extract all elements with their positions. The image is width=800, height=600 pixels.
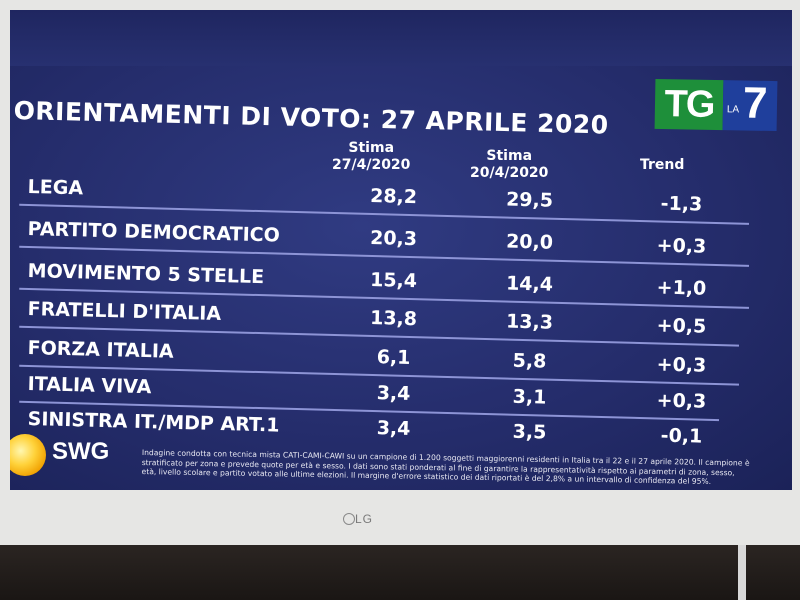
tv-screen: ORIENTAMENTI DI VOTO: 27 APRILE 2020 TG … <box>10 10 792 490</box>
tv-brand-label: LG <box>355 512 374 526</box>
column-header-stima-label: Stima <box>348 140 395 156</box>
trend-value: +0,3 <box>656 234 707 258</box>
party-name: FORZA ITALIA <box>27 337 174 363</box>
estimate-27-4: 6,1 <box>376 346 411 370</box>
swg-logo: SWG <box>10 430 130 480</box>
logo-tg: TG <box>654 78 724 131</box>
column-header-stima-date: 27/4/2020 <box>332 157 411 173</box>
poll-title: ORIENTAMENTI DI VOTO: 27 APRILE 2020 <box>13 96 609 140</box>
trend-value: +0,3 <box>656 389 707 413</box>
estimate-20-4: 29,5 <box>505 188 554 212</box>
party-name: MOVIMENTO 5 STELLE <box>27 260 265 289</box>
column-header-trend: Trend <box>640 157 685 173</box>
estimate-27-4: 13,8 <box>369 306 418 331</box>
swg-logo-text: SWG <box>52 438 110 465</box>
estimate-20-4: 5,8 <box>512 349 547 373</box>
tv-stand-leg <box>738 545 746 600</box>
party-name: LEGA <box>27 176 84 200</box>
methodology-note: Indagine condotta con tecnica mista CATI… <box>141 448 750 486</box>
table-row: FORZA ITALIA 6,1 5,8 +0,3 <box>19 337 740 386</box>
estimate-27-4: 20,3 <box>369 226 418 251</box>
screen-top-band <box>10 10 792 66</box>
estimate-20-4: 20,0 <box>505 230 554 254</box>
trend-value: +0,3 <box>656 353 707 377</box>
tg-la7-logo: TG LA 7 <box>654 78 778 132</box>
estimate-27-4: 3,4 <box>376 382 411 406</box>
trend-value: +0,5 <box>656 314 707 338</box>
swg-sun-icon <box>10 434 46 476</box>
column-header-stima-label: Stima <box>486 148 533 164</box>
table-row: MOVIMENTO 5 STELLE 15,4 14,4 +1,0 <box>19 260 750 309</box>
logo-seven-text: 7 <box>742 78 768 128</box>
column-header-stima-27-4: Stima 27/4/2020 <box>332 140 410 174</box>
estimate-27-4: 3,4 <box>376 417 411 441</box>
tv-frame: ORIENTAMENTI DI VOTO: 27 APRILE 2020 TG … <box>0 0 800 545</box>
estimate-20-4: 3,1 <box>512 385 547 409</box>
logo-la-text: LA <box>726 104 740 116</box>
logo-la7: LA 7 <box>722 78 778 132</box>
table-row: LEGA 28,2 29,5 -1,3 <box>19 176 750 225</box>
trend-value: +1,0 <box>656 276 707 300</box>
party-name: ITALIA VIVA <box>27 373 152 399</box>
table-row: ITALIA VIVA 3,4 3,1 +0,3 <box>19 373 720 422</box>
background-wall <box>0 545 800 600</box>
party-name: PARTITO DEMOCRATICO <box>27 218 281 247</box>
trend-value: -1,3 <box>660 192 703 216</box>
estimate-27-4: 15,4 <box>369 268 418 293</box>
party-name: FRATELLI D'ITALIA <box>27 298 222 326</box>
trend-value: -0,1 <box>660 424 703 448</box>
estimate-27-4: 28,2 <box>369 184 418 209</box>
table-row: PARTITO DEMOCRATICO 20,3 20,0 +0,3 <box>19 218 750 267</box>
column-header-stima-20-4: Stima 20/4/2020 <box>470 148 548 182</box>
estimate-20-4: 13,3 <box>505 310 554 334</box>
lg-logo-icon <box>343 513 355 525</box>
table-row: FRATELLI D'ITALIA 13,8 13,3 +0,5 <box>19 298 740 347</box>
estimate-20-4: 3,5 <box>512 420 547 444</box>
estimate-20-4: 14,4 <box>505 272 554 296</box>
column-header-stima-date: 20/4/2020 <box>470 165 549 181</box>
